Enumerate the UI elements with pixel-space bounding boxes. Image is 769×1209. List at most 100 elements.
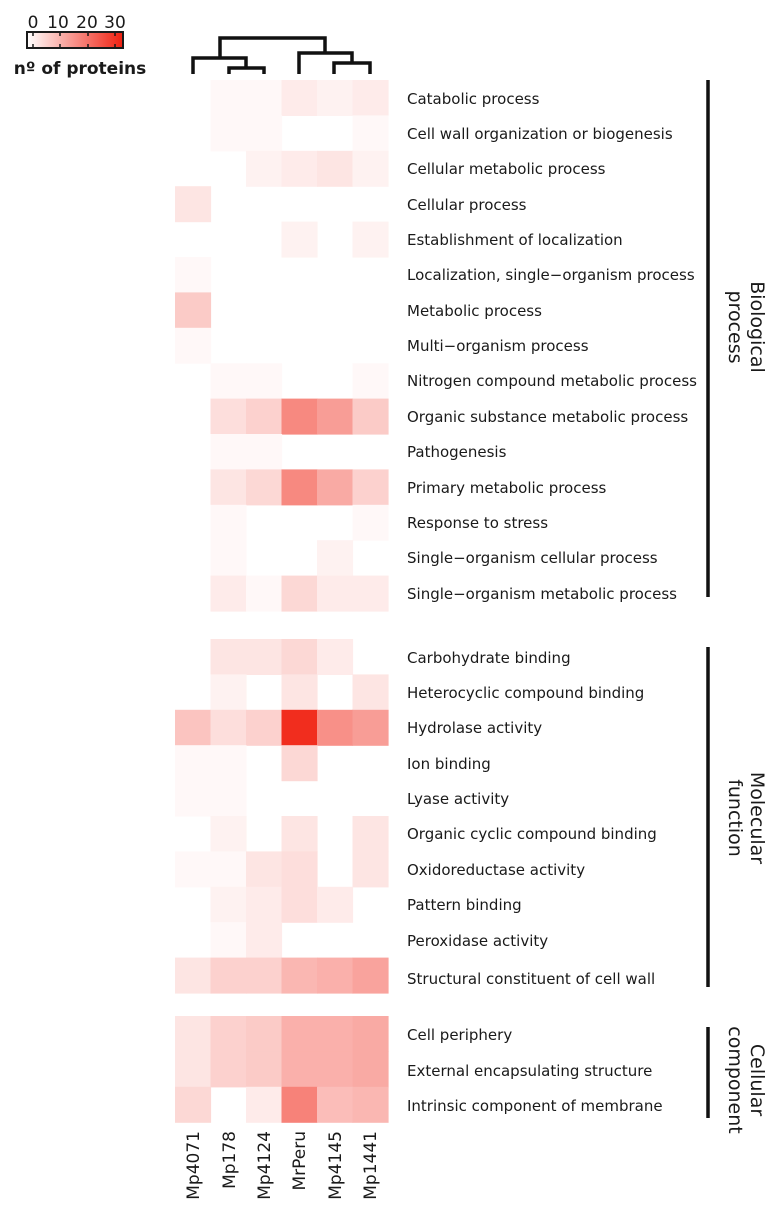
heatmap-cell-structural-constituent-of-cell-wall-mp1441 — [352, 957, 389, 994]
heatmap-cell-carbohydrate-binding-mp4124 — [246, 639, 283, 675]
heatmap-cell-external-encapsulating-structure-mp4124 — [246, 1051, 283, 1088]
heatmap-cell-peroxidase-activity-mp178 — [210, 922, 247, 959]
legend-tick-30: 30 — [104, 13, 126, 33]
heatmap-cell-primary-metabolic-process-mp4145 — [317, 469, 354, 506]
heatmap-cell-primary-metabolic-process-mp178 — [210, 469, 247, 506]
row-label-hydrolase-activity: Hydrolase activity — [407, 719, 542, 737]
row-label-ion-binding: Ion binding — [407, 755, 491, 773]
heatmap-cell-pattern-binding-mp4145 — [317, 886, 354, 923]
column-label-mp1441: Mp1441 — [361, 1131, 381, 1200]
row-label-catabolic-process: Catabolic process — [407, 90, 540, 108]
heatmap-cell-multi-organism-process-mp4071 — [175, 327, 212, 364]
group-label-line: Biological — [746, 281, 768, 373]
heatmap-cell-cell-periphery-mp4071 — [175, 1016, 212, 1052]
heatmap-cell-lyase-activity-mp4071 — [175, 780, 212, 817]
row-label-localization-single-organism: Localization, single−organism process — [407, 266, 695, 284]
row-label-single-organism-metabolic: Single−organism metabolic process — [407, 585, 677, 603]
row-label-establishment-of-localization: Establishment of localization — [407, 231, 623, 249]
row-label-oxidoreductase-activity: Oxidoreductase activity — [407, 861, 585, 879]
row-labels: Catabolic process Cell wall organization… — [407, 90, 697, 1115]
heatmap-cell-structural-constituent-of-cell-wall-mrperu — [281, 957, 318, 994]
heatmap-cell-oxidoreductase-activity-mp4071 — [175, 851, 212, 888]
row-label-nitrogen-compound-metabolic: Nitrogen compound metabolic process — [407, 372, 697, 390]
legend-tick-0: 0 — [28, 13, 39, 33]
heatmap-cell-organic-substance-metabolic-process-mp4145 — [317, 398, 354, 435]
heatmap-cell-cellular-metabolic-process-mp4124 — [246, 150, 283, 187]
heatmap-cell-cell-periphery-mp4145 — [317, 1016, 354, 1052]
heatmap-cell-external-encapsulating-structure-mrperu — [281, 1051, 318, 1088]
heatmap-cell-pattern-binding-mp178 — [210, 886, 247, 923]
row-label-cellular-metabolic-process: Cellular metabolic process — [407, 160, 606, 178]
heatmap-cell-cell-wall-organization-or-biogenesis-mp178 — [210, 115, 247, 152]
heatmap-cell-pathogenesis-mp4124 — [246, 434, 283, 470]
heatmap-cell-organic-cyclic-compound-binding-mrperu — [281, 816, 318, 852]
heatmap-cell-external-encapsulating-structure-mp4145 — [317, 1051, 354, 1088]
heatmap-cell-organic-substance-metabolic-process-mrperu — [281, 398, 318, 435]
color-legend: 0 10 20 30 nº of proteins — [14, 13, 147, 79]
heatmap-cells — [175, 80, 389, 1123]
heatmap-cell-pathogenesis-mp178 — [210, 434, 247, 470]
row-label-heterocyclic-compound-binding: Heterocyclic compound binding — [407, 684, 644, 702]
heatmap-cell-metabolic-process-mp4071 — [175, 292, 212, 329]
row-label-organic-substance-metabolic: Organic substance metabolic process — [407, 408, 688, 426]
heatmap-cell-primary-metabolic-process-mp4124 — [246, 469, 283, 506]
column-label-mp178: Mp178 — [220, 1131, 240, 1189]
heatmap-cell-catabolic-process-mp4145 — [317, 80, 354, 116]
heatmap-cell-organic-substance-metabolic-process-mp1441 — [352, 398, 389, 435]
heatmap-cell-intrinsic-component-of-membrane-mrperu — [281, 1086, 318, 1123]
group-label-line: component — [724, 1026, 746, 1134]
heatmap-cell-intrinsic-component-of-membrane-mp4124 — [246, 1086, 283, 1123]
heatmap-cell-primary-metabolic-process-mp1441 — [352, 469, 389, 506]
heatmap-cell-organic-substance-metabolic-process-mp4124 — [246, 398, 283, 435]
row-label-intrinsic-component-membrane: Intrinsic component of membrane — [407, 1097, 663, 1115]
column-labels: Mp4071 Mp178 Mp4124 MrPeru Mp4145 Mp1441 — [184, 1131, 381, 1200]
heatmap-cell-cellular-metabolic-process-mp4145 — [317, 150, 354, 187]
heatmap-cell-oxidoreductase-activity-mrperu — [281, 851, 318, 888]
heatmap-cell-heterocyclic-compound-binding-mp1441 — [352, 674, 389, 711]
heatmap-cell-hydrolase-activity-mp1441 — [352, 709, 389, 746]
row-label-structural-constituent-cell-wall: Structural constituent of cell wall — [407, 970, 655, 988]
heatmap-cell-cell-wall-organization-or-biogenesis-mp4124 — [246, 115, 283, 152]
group-label-molecular-function: Molecular function — [724, 772, 768, 864]
heatmap-cell-cellular-metabolic-process-mrperu — [281, 150, 318, 187]
row-label-single-organism-cellular: Single−organism cellular process — [407, 549, 658, 567]
legend-color-bar — [26, 31, 124, 49]
dendrogram-branch — [227, 66, 266, 74]
group-label-line: Cellular — [746, 1044, 768, 1116]
heatmap-cell-oxidoreductase-activity-mp178 — [210, 851, 247, 888]
heatmap-cell-external-encapsulating-structure-mp4071 — [175, 1051, 212, 1088]
heatmap-cell-carbohydrate-binding-mp4145 — [317, 639, 354, 675]
heatmap-cell-single-organism-metabolic-process-mp4124 — [246, 575, 283, 612]
heatmap-cell-cell-periphery-mp4124 — [246, 1016, 283, 1052]
row-label-cell-periphery: Cell periphery — [407, 1026, 512, 1044]
heatmap-cell-nitrogen-compound-metabolic-process-mp1441 — [352, 363, 389, 400]
heatmap-cell-single-organism-metabolic-process-mp178 — [210, 575, 247, 612]
heatmap-cell-nitrogen-compound-metabolic-process-mp4124 — [246, 363, 283, 400]
heatmap-cell-carbohydrate-binding-mp178 — [210, 639, 247, 675]
heatmap-cell-hydrolase-activity-mrperu — [281, 709, 318, 746]
heatmap-cell-cellular-metabolic-process-mp1441 — [352, 150, 389, 187]
heatmap-cell-single-organism-cellular-process-mp178 — [210, 540, 247, 577]
legend-tick-20: 20 — [76, 13, 98, 33]
column-label-mp4145: Mp4145 — [326, 1131, 346, 1200]
heatmap-cell-response-to-stress-mp178 — [210, 504, 247, 541]
heatmap-cell-heterocyclic-compound-binding-mp178 — [210, 674, 247, 711]
heatmap-cell-structural-constituent-of-cell-wall-mp4071 — [175, 957, 212, 994]
row-label-metabolic-process: Metabolic process — [407, 302, 542, 320]
heatmap-cell-structural-constituent-of-cell-wall-mp4124 — [246, 957, 283, 994]
row-label-peroxidase-activity: Peroxidase activity — [407, 932, 548, 950]
heatmap-cell-cell-wall-organization-or-biogenesis-mp1441 — [352, 115, 389, 152]
dendrogram-branch — [191, 56, 248, 74]
heatmap-cell-intrinsic-component-of-membrane-mp4071 — [175, 1086, 212, 1123]
row-label-cellular-process: Cellular process — [407, 196, 527, 214]
heatmap-cell-primary-metabolic-process-mrperu — [281, 469, 318, 506]
heatmap-cell-catabolic-process-mrperu — [281, 80, 318, 116]
heatmap-cell-catabolic-process-mp1441 — [352, 80, 389, 116]
dendrogram-branch — [332, 61, 372, 74]
heatmap-cell-organic-cyclic-compound-binding-mp178 — [210, 816, 247, 852]
heatmap-cell-cell-periphery-mp178 — [210, 1016, 247, 1052]
heatmap-cell-localization-single-organism-process-mp4071 — [175, 257, 212, 293]
heatmap-cell-single-organism-metabolic-process-mrperu — [281, 575, 318, 612]
heatmap-cell-organic-substance-metabolic-process-mp178 — [210, 398, 247, 435]
